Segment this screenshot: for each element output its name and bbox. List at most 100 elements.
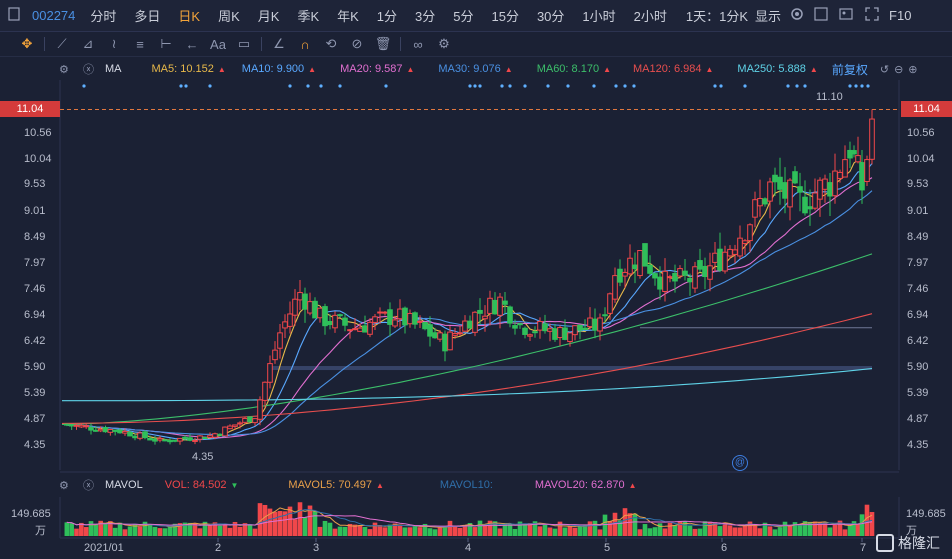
volume-bar xyxy=(112,527,118,536)
fib-tool-icon[interactable]: ≡ xyxy=(136,36,144,52)
adjust-button[interactable]: 前复权 xyxy=(831,62,868,77)
fullscreen-icon[interactable] xyxy=(859,7,885,24)
volume-bar xyxy=(702,521,708,536)
ma-settings-icon[interactable]: ⚙ xyxy=(59,63,69,76)
note-tool-icon[interactable]: ▭ xyxy=(237,36,251,51)
candle-body xyxy=(78,424,85,428)
volume-bar xyxy=(103,523,108,536)
move-cross-icon[interactable]: ✥ xyxy=(21,36,33,51)
tab-15min[interactable]: 15分 xyxy=(491,9,519,24)
volume-bar xyxy=(851,521,857,536)
candle xyxy=(267,355,273,389)
candle xyxy=(257,396,263,426)
tab-3min[interactable]: 3分 xyxy=(415,9,436,24)
hide-icon[interactable]: ⊘ xyxy=(351,36,363,51)
zoom-in-icon[interactable]: ⊕ xyxy=(908,63,918,76)
volume-bar xyxy=(442,527,448,536)
checkbox-icon[interactable] xyxy=(809,7,833,24)
sync-icon[interactable]: ⟲ xyxy=(325,36,337,51)
volume-bar xyxy=(472,527,478,536)
tab-daily-k[interactable]: 日K xyxy=(178,9,201,24)
tab-weekly-k[interactable]: 周K xyxy=(218,9,240,24)
mavol5-value: MAVOL5: 70.497 xyxy=(288,479,372,491)
channel-tool-icon[interactable]: ⊿ xyxy=(82,36,94,51)
tab-2hour[interactable]: 2小时 xyxy=(633,9,667,24)
toolbar-divider xyxy=(44,37,45,51)
tab-duori[interactable]: 多日 xyxy=(134,9,161,24)
candle xyxy=(697,248,703,273)
candle xyxy=(537,317,543,339)
volume-bar xyxy=(167,526,173,536)
candle-body xyxy=(787,179,793,208)
candle-body xyxy=(532,331,538,334)
candle xyxy=(357,323,363,332)
candle-body xyxy=(312,300,318,319)
volume-bar xyxy=(787,525,793,536)
tab-1min[interactable]: 1分 xyxy=(376,9,398,24)
tab-fenshi[interactable]: 分时 xyxy=(90,9,117,24)
candle-body xyxy=(507,306,513,324)
candle xyxy=(97,426,104,433)
candle xyxy=(477,298,483,325)
delete-icon[interactable]: 🗑 xyxy=(374,36,392,51)
reset-icon[interactable]: ↺ xyxy=(879,63,890,76)
tab-quarterly-k[interactable]: 季K xyxy=(297,9,320,24)
candle xyxy=(807,189,813,226)
tab-monthly-k[interactable]: 月K xyxy=(257,9,280,24)
candle-body xyxy=(597,317,603,332)
candle xyxy=(427,316,433,347)
volume-bar xyxy=(512,528,518,536)
event-marker-dot xyxy=(786,84,790,88)
volume-bar xyxy=(482,525,488,536)
ma10-up-icon: ▲ xyxy=(308,64,317,74)
interval-select[interactable]: 1天：1分K xyxy=(685,9,749,24)
ma-close-icon[interactable]: ⓧ xyxy=(83,64,94,76)
candle-body xyxy=(342,317,348,326)
volume-bar xyxy=(447,520,453,536)
toolbar-settings-icon[interactable]: ⚙ xyxy=(438,36,450,51)
candle xyxy=(232,424,238,430)
link-icon[interactable]: ∞ xyxy=(413,36,423,52)
candle-body xyxy=(527,334,533,337)
wave-tool-icon[interactable]: ≀ xyxy=(111,36,117,51)
text-tool-icon[interactable]: Aa xyxy=(210,36,226,52)
settings-gear-icon[interactable] xyxy=(785,7,809,24)
candle-body xyxy=(457,332,463,335)
candle xyxy=(702,257,708,290)
mavol-label[interactable]: MAVOL xyxy=(105,479,143,491)
ma-label[interactable]: MA xyxy=(105,63,122,75)
volume-bar xyxy=(157,528,163,536)
candle xyxy=(682,259,688,281)
line-tool-icon[interactable]: ⟋ xyxy=(57,36,67,51)
vol-close-icon[interactable]: ⓧ xyxy=(83,480,94,492)
stock-code[interactable]: 002274 xyxy=(32,8,76,23)
candle-body xyxy=(607,293,613,314)
price-tick-right: 5.39 xyxy=(907,386,929,399)
range-tool-icon[interactable]: ⊢ xyxy=(160,36,172,51)
ruler-tool-icon[interactable]: ∠ xyxy=(273,36,285,51)
price-tick-right: 8.49 xyxy=(907,230,929,243)
price-tick-right: 9.01 xyxy=(907,204,929,217)
zoom-out-icon[interactable]: ⊖ xyxy=(894,63,904,76)
volume-bar xyxy=(307,505,313,536)
arrow-tool-icon[interactable]: ← xyxy=(185,36,199,52)
vol-settings-icon[interactable]: ⚙ xyxy=(59,479,69,492)
panel-toggle-icon[interactable] xyxy=(0,7,28,24)
tab-yearly-k[interactable]: 年K xyxy=(337,9,359,24)
display-menu[interactable]: 显示 xyxy=(755,9,782,24)
tab-1hour[interactable]: 1小时 xyxy=(582,9,616,24)
target-icon[interactable]: @ xyxy=(732,455,748,471)
volume-bar xyxy=(492,521,498,536)
tab-30min[interactable]: 30分 xyxy=(536,9,565,24)
ma5-up-icon: ▲ xyxy=(217,64,226,74)
candle xyxy=(177,437,183,445)
candle-body xyxy=(202,436,208,440)
candle-body xyxy=(262,381,268,401)
tab-5min[interactable]: 5分 xyxy=(453,9,474,24)
f10-button[interactable]: F10 xyxy=(889,8,912,23)
volume-bar xyxy=(222,524,228,536)
candle xyxy=(202,436,208,440)
magnet-icon[interactable]: ∩ xyxy=(300,36,310,52)
mavol-lines xyxy=(66,507,873,528)
screenshot-icon[interactable] xyxy=(833,7,859,24)
